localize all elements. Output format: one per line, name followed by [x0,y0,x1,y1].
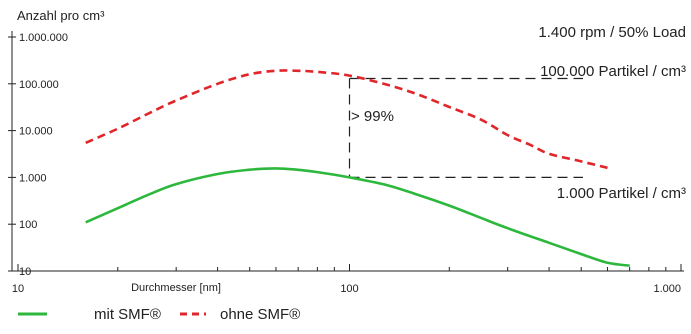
x-tick-label: 10 [12,283,24,295]
y-axis-title: Anzahl pro cm³ [17,8,105,23]
x-axis-title: Durchmesser [nm] [131,282,221,294]
y-tick-label: 100 [19,219,37,231]
lower-level-label: 1.000 Partikel / cm³ [557,185,686,202]
series-layer [85,69,630,267]
y-tick-label: 100.000 [19,79,59,91]
y-tick-label: 1.000 [19,172,47,184]
x-tick-label: 100 [340,283,358,295]
legend: mit SMF® ohne SMF® [18,306,300,323]
series-line-mit-smf [85,167,630,267]
x-tick-label: 1.000 [653,283,681,295]
reduction-bracket [348,77,583,178]
y-tick-label: 1.000.000 [19,32,68,44]
y-tick-label: 10 [19,266,31,278]
chart-axes: 10 100 1.000 10.000 100.000 1.000.000 10 100 1.… [8,31,684,295]
reduction-label: > 99% [351,108,394,125]
y-tick-label: 10.000 [19,126,53,138]
legend-label-mit-smf: mit SMF® [94,306,161,323]
upper-level-label: 100.000 Partikel / cm³ [540,63,686,80]
condition-label: 1.400 rpm / 50% Load [538,24,686,41]
legend-label-ohne-smf: ohne SMF® [220,306,300,323]
series-line-ohne-smf [85,69,608,170]
